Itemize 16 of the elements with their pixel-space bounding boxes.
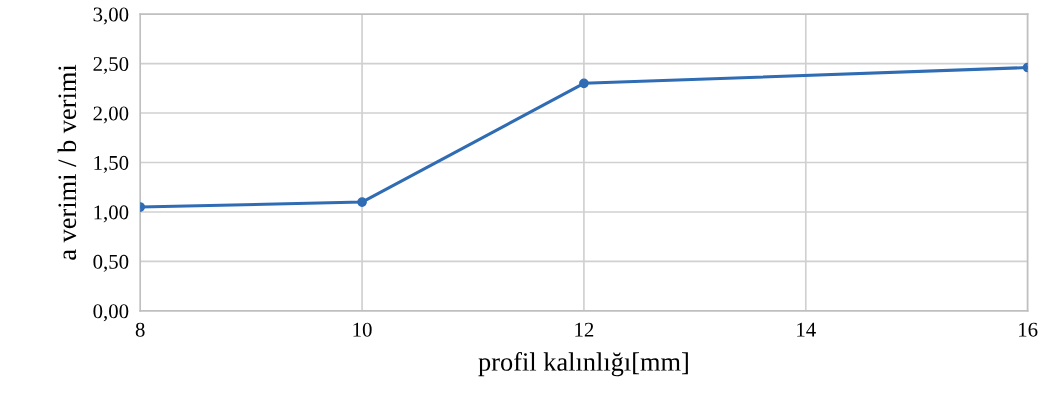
x-tick-label: 16 — [1019, 322, 1038, 337]
y-tick-label: 1,50 — [94, 155, 129, 173]
x-tick-label: 8 — [135, 322, 145, 337]
x-axis-title: profil kalınlığı[mm] — [478, 352, 688, 377]
x-tick-label: 12 — [575, 322, 594, 337]
point — [579, 78, 589, 89]
y-tick-label: 3,00 — [93, 7, 129, 25]
x-tick-label: 14 — [797, 322, 816, 337]
point — [357, 197, 367, 207]
y-tick-label: 0,00 — [93, 304, 129, 322]
y-tick-label: 1,00 — [94, 205, 129, 223]
y-axis-title: a verimi / b verimi — [57, 64, 77, 260]
y-tick-label: 2,00 — [93, 106, 129, 124]
x-tick-label: 10 — [353, 322, 372, 337]
y-tick-label: 2,50 — [93, 56, 129, 74]
y-tick-label: 0,50 — [93, 254, 129, 272]
